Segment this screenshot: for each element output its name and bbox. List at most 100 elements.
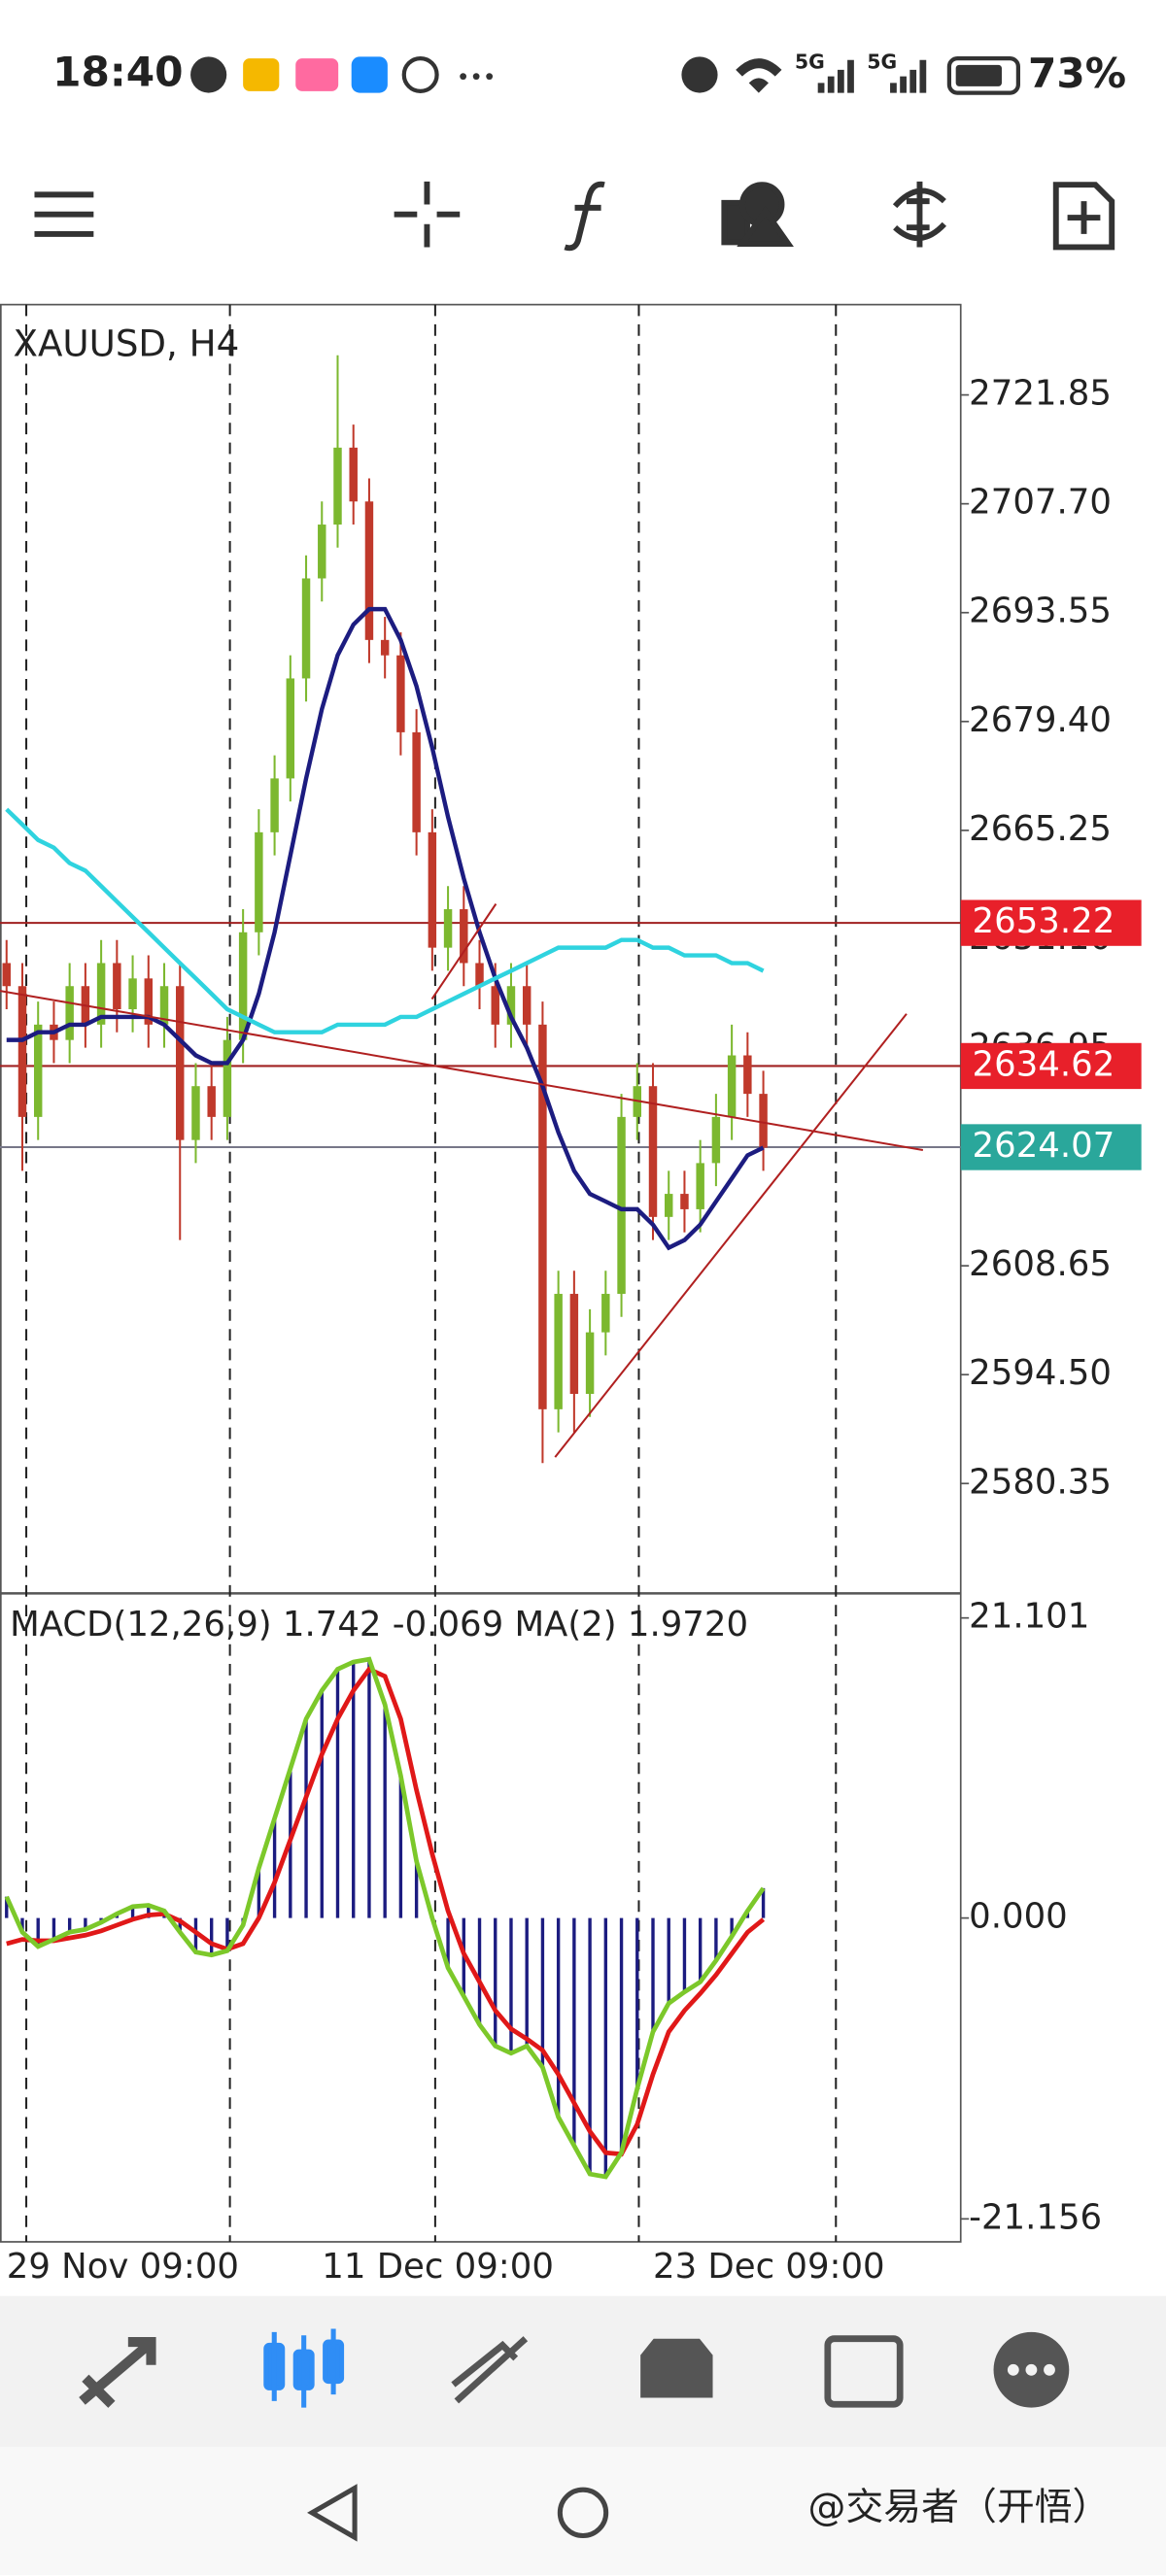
candle-body [680,1194,689,1209]
macd-histogram-bar [509,1917,513,2053]
candle-body [759,1094,768,1148]
macd-histogram-bar [84,1917,87,1930]
moving-average [6,606,765,1251]
candle-body [396,655,405,732]
candle-body [460,909,468,964]
candle-body [601,1294,610,1333]
candle-body [207,1086,216,1117]
y-tick-label: 2707.70 [969,483,1112,523]
price-tag-label: 2624.07 [973,1126,1115,1166]
new-order-button[interactable] [1052,182,1115,251]
trend-lines [0,902,924,1458]
macd-histogram-bar [619,1917,624,2153]
candle-body [585,1332,595,1395]
macd-histogram-bar [225,1917,229,1951]
chart-tab[interactable] [263,2328,345,2408]
candle-body [33,1024,43,1117]
more [486,73,494,81]
macd-histogram-bar [414,1861,419,1918]
price-tag [960,899,1142,946]
candle-body [301,578,311,679]
signal-icon [890,59,927,93]
macd-histogram-bar [193,1917,198,1952]
x-tick-label: 11 Dec 09:00 [322,2247,554,2287]
candle-body [617,1116,626,1295]
macd-histogram-bar [540,1917,545,2068]
trend-line [0,990,924,1152]
macd-histogram-bar [5,1896,9,1918]
candle-body [223,1039,232,1117]
home-button[interactable] [557,2487,609,2539]
objects-button [737,206,794,248]
trend-line [554,1013,908,1458]
period-separators [25,304,838,2242]
macd-histogram-bar [730,1917,734,1937]
macd-main-line [4,1656,766,2180]
macd-histogram-bar [383,1705,387,1918]
indicator-button[interactable] [564,181,605,252]
trade-tab[interactable] [451,2336,529,2404]
y-tick-label: 2721.85 [969,374,1112,414]
quotes-tab[interactable] [79,2336,156,2408]
status-bar: 18:40 5G 5G 73% [52,48,1126,97]
candle-body [443,909,453,948]
candle-body [128,978,137,1009]
macd-histogram-bar [761,1887,766,1918]
price-tag [960,1124,1142,1170]
candle-body [2,963,11,987]
y-tick-label: 2679.40 [969,700,1112,740]
candle-body [286,678,295,779]
candle-body [349,447,358,502]
notif-icon [190,56,227,93]
candle-body [696,1163,704,1209]
candle-body [648,1086,658,1217]
macd-tick-label: 0.000 [969,1897,1068,1937]
history-tab[interactable] [640,2338,713,2398]
menu-button[interactable] [34,191,94,237]
battery-icon [946,55,1020,95]
price-tag [960,1042,1142,1090]
candle-body [569,1294,579,1395]
candle-body [65,986,74,1040]
candle-body [238,932,248,1040]
macd-histogram-bar [51,1917,56,1940]
candle-body [96,963,106,1025]
macd-histogram-bar [651,1917,655,2032]
trade-button[interactable] [892,181,946,248]
crosshair-button[interactable] [394,181,461,248]
x-tick-label: 29 Nov 09:00 [7,2247,239,2287]
candle-body [364,501,374,640]
macd-histogram-bar [272,1818,277,1918]
macd-histogram-bar [147,1905,151,1918]
y-tick-label: 2594.50 [969,1353,1112,1393]
trend-line [430,902,497,1000]
candle-body [144,978,154,1025]
price-tag-label: 2634.62 [973,1044,1115,1084]
y-tick-label: 2580.35 [969,1462,1112,1502]
tab-bar-icons [79,2328,1070,2408]
macd-tick-label: 21.101 [969,1597,1089,1637]
macd-histogram-bar [335,1669,340,1918]
macd-histogram-bar [446,1917,450,1968]
alarm-icon [681,56,718,93]
macd-histogram-bar [525,1917,529,2047]
toolbar [34,181,1115,252]
candle-body [522,986,532,1025]
candle-body [727,1055,737,1117]
candle-body [113,963,121,1009]
candle-body [255,831,263,932]
macd-histogram-bar [210,1917,214,1955]
macd-histogram-bar [477,1917,482,2025]
candle-body [491,986,499,1025]
candle-body [333,447,342,525]
macd-histogram-bar [304,1718,308,1918]
candle-body [159,986,169,1025]
news-tab[interactable] [824,2335,904,2408]
macd-histogram-bar [714,1917,718,1961]
macd-histogram-bar [36,1917,40,1947]
back-button[interactable] [307,2484,358,2542]
macd-histogram-bar [698,1917,703,1983]
axes: 2721.852707.702693.552679.402665.252651.… [7,374,1142,2287]
